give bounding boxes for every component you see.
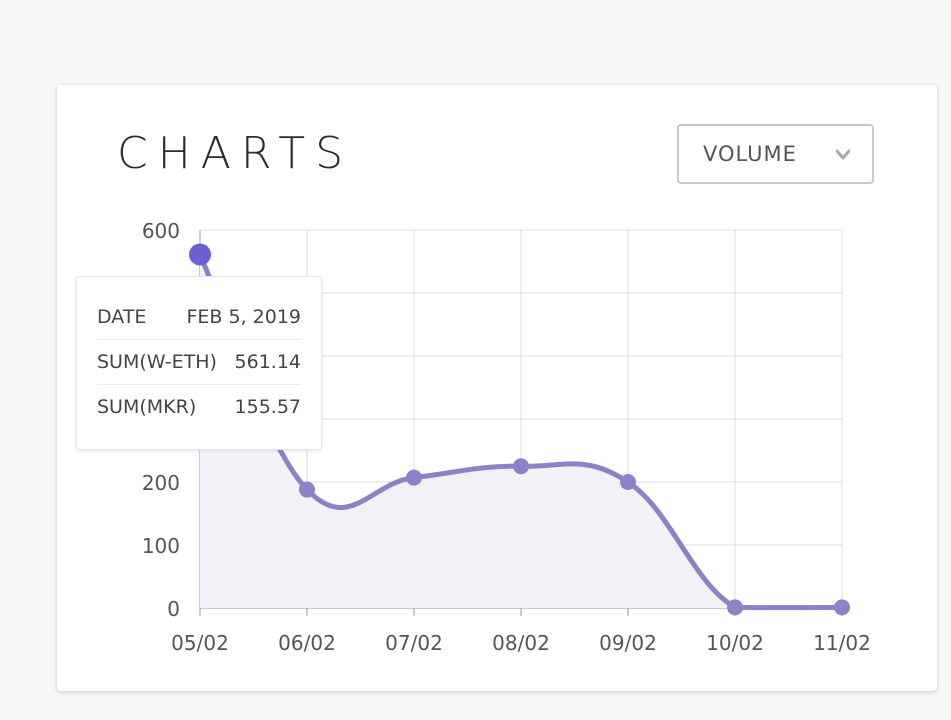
tooltip-label: SUM(MKR) xyxy=(97,396,197,418)
tooltip-value: FEB 5, 2019 xyxy=(186,306,301,328)
y-tick-label: 0 xyxy=(167,597,180,621)
chart-line-layer xyxy=(197,251,845,611)
x-tick-label: 09/02 xyxy=(599,631,657,655)
chart-points-layer xyxy=(189,243,850,616)
data-point[interactable] xyxy=(620,474,636,490)
data-point[interactable] xyxy=(406,469,422,486)
x-tick-label: 06/02 xyxy=(278,631,336,655)
tooltip-row-weth: SUM(W-ETH) 561.14 xyxy=(97,340,301,385)
page-title: CHARTS xyxy=(117,128,354,179)
data-point[interactable] xyxy=(727,599,743,616)
data-point[interactable] xyxy=(189,243,211,266)
series-area xyxy=(200,254,842,608)
tooltip-value: 155.57 xyxy=(234,396,301,418)
chart-area-layer xyxy=(200,254,842,608)
y-tick-label: 100 xyxy=(142,534,180,558)
y-axis-ticks: 0 100 200 600 xyxy=(142,219,180,621)
metric-dropdown[interactable]: VOLUME xyxy=(677,124,874,184)
tooltip-label: SUM(W-ETH) xyxy=(97,351,217,373)
data-point[interactable] xyxy=(834,599,850,616)
tooltip-value: 561.14 xyxy=(234,351,301,373)
metric-dropdown-label: VOLUME xyxy=(703,142,797,166)
x-tick-label: 10/02 xyxy=(706,631,764,655)
data-point[interactable] xyxy=(299,481,315,498)
chevron-down-icon xyxy=(836,149,850,160)
series-line xyxy=(197,251,845,611)
x-tick-label: 08/02 xyxy=(492,631,550,655)
x-axis-ticks: 05/02 06/02 07/02 08/02 09/02 10/02 11/02 xyxy=(171,631,871,655)
y-tick-label: 200 xyxy=(142,471,180,495)
x-tick-label: 07/02 xyxy=(385,631,443,655)
tooltip-label: DATE xyxy=(97,306,147,328)
tooltip-row-date: DATE FEB 5, 2019 xyxy=(97,295,301,340)
x-tick-label: 05/02 xyxy=(171,631,229,655)
chart-tooltip: DATE FEB 5, 2019 SUM(W-ETH) 561.14 SUM(M… xyxy=(76,276,322,450)
data-point[interactable] xyxy=(513,458,529,475)
y-tick-label: 600 xyxy=(142,219,180,243)
tooltip-row-mkr: SUM(MKR) 155.57 xyxy=(97,385,301,429)
x-tick-label: 11/02 xyxy=(813,631,871,655)
